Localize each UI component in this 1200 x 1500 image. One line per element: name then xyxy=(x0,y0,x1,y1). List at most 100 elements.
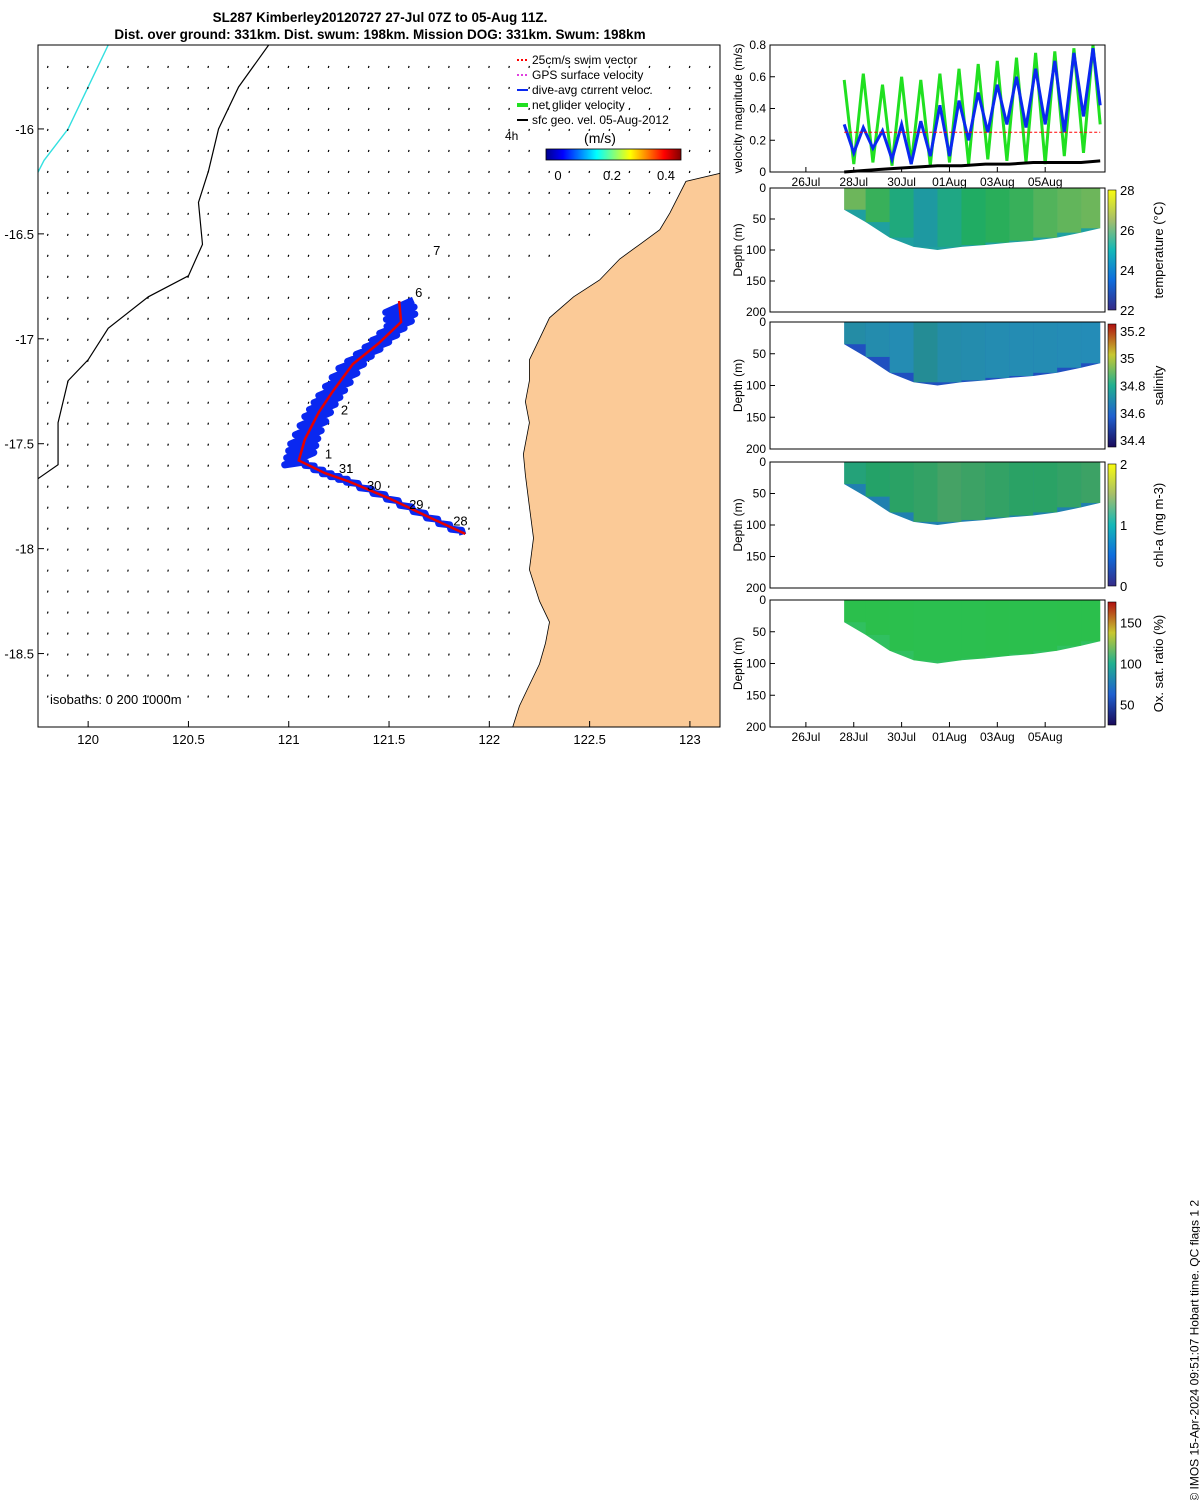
sfc-arrow xyxy=(448,254,450,258)
sfc-arrow xyxy=(468,464,470,467)
sfc-arrow xyxy=(107,548,109,551)
sfc-arrow xyxy=(247,86,250,90)
sfc-arrow xyxy=(227,212,230,216)
sfc-arrow xyxy=(247,485,250,488)
sfc-arrow xyxy=(127,170,129,174)
section-column xyxy=(865,322,890,357)
sfc-arrow xyxy=(407,233,410,237)
sfc-arrow xyxy=(107,338,109,341)
sfc-arrow xyxy=(247,674,250,677)
sfc-arrow xyxy=(86,233,89,237)
sfc-arrow xyxy=(608,191,611,195)
panel-ylabel: velocity magnitude (m/s) xyxy=(731,43,745,173)
sfc-arrow xyxy=(107,464,109,467)
sfc-arrow xyxy=(267,548,270,551)
sfc-arrow xyxy=(347,695,350,698)
sfc-arrow xyxy=(588,86,591,90)
sfc-arrow xyxy=(227,254,230,258)
panel-ytick-label: 150 xyxy=(746,550,766,564)
sfc-arrow xyxy=(66,506,69,509)
sfc-arrow xyxy=(688,86,691,90)
sfc-arrow xyxy=(147,611,149,614)
sfc-arrow xyxy=(207,443,210,446)
sfc-arrow xyxy=(207,380,210,383)
sfc-arrow xyxy=(327,338,330,341)
sfc-arrow xyxy=(207,422,210,425)
sfc-arrow xyxy=(407,464,410,467)
sfc-arrow xyxy=(207,296,210,299)
sfc-arrow xyxy=(307,674,310,677)
sfc-arrow xyxy=(287,191,290,195)
sfc-arrow xyxy=(247,443,250,446)
sfc-arrow xyxy=(347,590,350,593)
colorbar-tick: 2 xyxy=(1120,457,1127,472)
sfc-arrow xyxy=(147,506,149,509)
section-column xyxy=(937,600,962,661)
sfc-arrow xyxy=(167,485,169,488)
sfc-arrow xyxy=(167,296,169,299)
sfc-arrow xyxy=(167,338,169,341)
sfc-arrow xyxy=(407,485,410,488)
sfc-arrow xyxy=(548,233,551,237)
sfc-arrow xyxy=(568,128,571,132)
sfc-arrow xyxy=(468,170,470,174)
sfc-arrow xyxy=(327,485,330,488)
sfc-arrow xyxy=(287,548,290,551)
sfc-arrow xyxy=(307,569,310,572)
map-ytick-label: -17.5 xyxy=(4,437,34,452)
map-ytick-label: -16.5 xyxy=(4,227,34,242)
sfc-arrow xyxy=(468,422,470,425)
sfc-arrow xyxy=(387,191,390,195)
sfc-arrow xyxy=(287,380,290,383)
sfc-arrow xyxy=(307,149,310,153)
sfc-arrow xyxy=(267,464,270,467)
sfc-arrow xyxy=(267,380,270,383)
sfc-arrow xyxy=(508,506,510,509)
panel-ytick-label: 50 xyxy=(753,347,767,361)
sfc-arrow xyxy=(227,548,230,551)
colorbar-tick: 50 xyxy=(1120,698,1134,713)
map-colorbar-tick: 0.4 xyxy=(657,168,675,183)
sfc-arrow xyxy=(367,338,370,341)
sfc-arrow xyxy=(427,254,430,258)
sfc-arrow xyxy=(307,611,310,614)
colorbar-label: Ox. sat. ratio (%) xyxy=(1151,615,1166,713)
sfc-arrow xyxy=(247,359,250,362)
sfc-arrow xyxy=(107,422,109,425)
sfc-arrow xyxy=(147,590,149,593)
sfc-arrow xyxy=(86,401,89,404)
sfc-arrow xyxy=(147,380,149,383)
legend-label-swim: 25cm/s swim vector xyxy=(532,53,637,67)
sfc-arrow xyxy=(247,611,250,614)
sfc-arrow xyxy=(327,632,330,635)
sfc-arrow xyxy=(327,527,330,530)
sfc-arrow xyxy=(407,107,410,111)
sfc-arrow xyxy=(86,86,89,90)
panel-ytick-label: 0 xyxy=(759,181,766,195)
panel-ytick-label: 0 xyxy=(759,315,766,329)
sfc-arrow xyxy=(207,212,210,216)
sfc-arrow xyxy=(347,527,350,530)
section-column xyxy=(1033,188,1058,238)
sfc-arrow xyxy=(327,590,330,593)
dive-avg-track xyxy=(281,296,467,536)
sfc-arrow xyxy=(227,317,230,320)
sfc-arrow xyxy=(307,128,310,132)
sfc-arrow xyxy=(127,548,129,551)
sfc-arrow xyxy=(227,65,230,69)
sfc-arrow xyxy=(448,65,450,69)
sfc-arrow xyxy=(227,527,230,530)
sfc-arrow xyxy=(207,254,210,258)
sfc-arrow xyxy=(107,485,109,488)
sfc-arrow xyxy=(387,590,390,593)
sfc-arrow xyxy=(187,548,190,551)
sfc-arrow xyxy=(427,359,430,362)
sfc-arrow xyxy=(628,170,631,174)
sfc-arrow xyxy=(46,611,49,614)
sfc-arrow xyxy=(227,338,230,341)
sfc-arrow xyxy=(267,212,270,216)
sfc-arrow xyxy=(448,380,450,383)
sfc-arrow xyxy=(167,590,169,593)
sfc-arrow xyxy=(468,338,470,341)
section-column xyxy=(1081,462,1101,503)
